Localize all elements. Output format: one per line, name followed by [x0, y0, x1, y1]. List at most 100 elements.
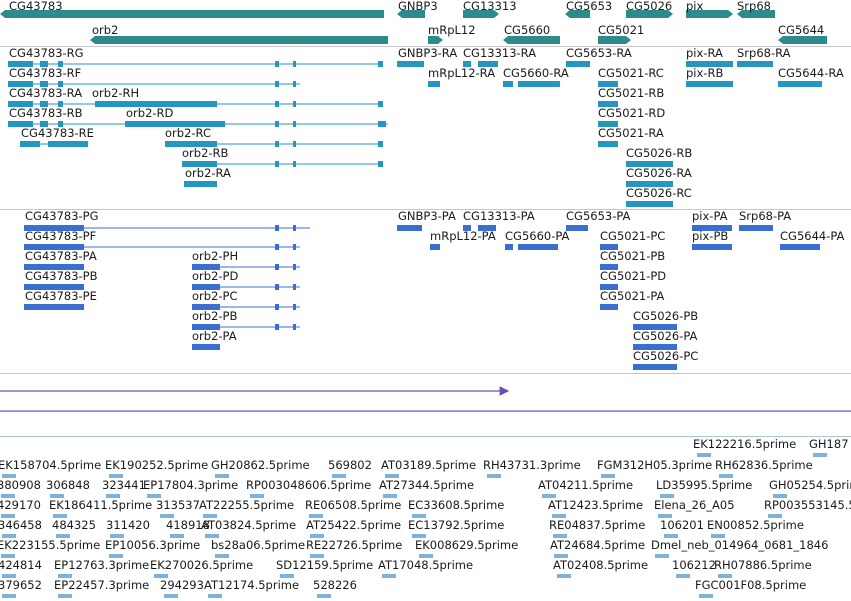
protein-CG5644-PA[interactable]: CG5644-PA [780, 229, 845, 250]
gene-CG43783[interactable]: CG43783 [0, 0, 384, 18]
est-feature[interactable]: EP12763.3prime [54, 558, 149, 578]
transcript-CG5021-RA[interactable]: CG5021-RA [598, 126, 664, 147]
est-feature[interactable]: AT24684.5prime [550, 538, 645, 558]
est-feature[interactable]: 313537 [156, 498, 200, 518]
gene-GNBP3[interactable]: GNBP3 [397, 0, 438, 18]
transcript-Srp68-RA[interactable]: Srp68-RA [737, 46, 791, 67]
est-feature[interactable]: bs28a06.5prime [211, 538, 305, 558]
est-feature[interactable]: EK270026.5prime [150, 558, 253, 578]
est-feature[interactable]: EK008629.5prime [415, 538, 518, 558]
protein-CG5026-PA[interactable]: CG5026-PA [633, 329, 698, 350]
est-feature[interactable]: RH43731.3prime [483, 458, 581, 478]
protein-orb2-PC[interactable]: orb2-PC [192, 289, 300, 310]
gene-CG5644[interactable]: CG5644 [778, 23, 827, 44]
est-feature[interactable]: 424814 [0, 558, 42, 578]
est-feature[interactable]: 528226 [313, 578, 357, 598]
transcript-CG43783-RB[interactable]: CG43783-RB [8, 106, 388, 127]
transcript-CG5026-RC[interactable]: CG5026-RC [626, 186, 692, 207]
protein-orb2-PD[interactable]: orb2-PD [192, 269, 300, 290]
protein-orb2-PH[interactable]: orb2-PH [192, 249, 300, 270]
protein-CG5021-PA[interactable]: CG5021-PA [600, 289, 665, 310]
est-feature[interactable]: EP10056.3prime [105, 538, 200, 558]
est-feature[interactable]: EC33608.5prime [408, 498, 504, 518]
transcript-CG5660-RA[interactable]: CG5660-RA [503, 66, 569, 87]
protein-Srp68-PA[interactable]: Srp68-PA [739, 209, 791, 231]
gene-CG13313[interactable]: CG13313 [463, 0, 517, 18]
gene-pix[interactable]: pix [686, 0, 733, 18]
protein-CG5026-PC[interactable]: CG5026-PC [633, 349, 698, 370]
est-feature[interactable]: LD35995.5prime [656, 478, 752, 498]
protein-CG43783-PA[interactable]: CG43783-PA [24, 249, 97, 270]
est-feature[interactable]: SD12159.5prime [276, 558, 373, 578]
est-feature[interactable]: EK186411.5prime [49, 498, 152, 518]
transcript-CG5653-RA[interactable]: CG5653-RA [566, 46, 632, 67]
protein-GNBP3-PA[interactable]: GNBP3-PA [397, 209, 456, 231]
est-feature[interactable]: EK122216.5prime [693, 437, 796, 457]
est-feature[interactable]: 346458 [0, 518, 42, 538]
transcript-CG43783-RG[interactable]: CG43783-RG [8, 46, 383, 67]
est-feature[interactable]: 380908 [0, 478, 41, 498]
est-feature[interactable]: 311420 [106, 518, 150, 538]
est-feature[interactable]: AT27344.5prime [379, 478, 474, 498]
protein-CG5021-PB[interactable]: CG5021-PB [600, 249, 665, 270]
gene-CG5660[interactable]: CG5660 [503, 23, 560, 44]
transcript-CG13313-RA[interactable]: CG13313-RA [463, 46, 536, 67]
protein-CG5660-PA[interactable]: CG5660-PA [505, 229, 570, 250]
gene-mRpL12[interactable]: mRpL12 [428, 23, 476, 44]
est-feature[interactable]: Dmel_neb_014964_0681_1846 [651, 538, 828, 558]
transcript-GNBP3-RA[interactable]: GNBP3-RA [397, 46, 457, 67]
est-feature[interactable]: 379652 [0, 578, 42, 598]
est-feature[interactable]: EK223155.5prime [0, 538, 100, 558]
protein-orb2-PA[interactable]: orb2-PA [192, 329, 237, 350]
protein-CG43783-PF[interactable]: CG43783-PF [24, 229, 300, 250]
est-feature[interactable]: AT03824.5prime [201, 518, 296, 538]
protein-CG43783-PG[interactable]: CG43783-PG [24, 209, 310, 231]
est-feature[interactable]: 294293 [160, 578, 204, 598]
est-feature[interactable]: AT22255.5prime [199, 498, 294, 518]
est-feature[interactable]: 323441 [102, 478, 146, 498]
protein-pix-PB[interactable]: pix-PB [692, 229, 732, 250]
est-feature[interactable]: RH07886.5prime [714, 558, 812, 578]
est-feature[interactable]: RE06508.5prime [305, 498, 401, 518]
protein-CG13313-PA[interactable]: CG13313-PA [463, 209, 535, 231]
est-feature[interactable]: GH187 [809, 437, 849, 457]
protein-CG5653-PA[interactable]: CG5653-PA [566, 209, 631, 231]
transcript-CG5026-RB[interactable]: CG5026-RB [626, 146, 692, 167]
transcript-orb2-RC[interactable]: orb2-RC [165, 126, 383, 147]
transcript-CG43783-RF[interactable]: CG43783-RF [8, 66, 300, 87]
est-feature[interactable]: 569802 [328, 458, 372, 478]
est-feature[interactable]: AT12174.5prime [204, 578, 299, 598]
protein-CG43783-PB[interactable]: CG43783-PB [24, 269, 98, 290]
transcript-mRpL12-RA[interactable]: mRpL12-RA [428, 66, 495, 87]
est-feature[interactable]: EK158704.5prime [0, 458, 101, 478]
protein-pix-PA[interactable]: pix-PA [692, 209, 732, 231]
transcript-orb2-RD[interactable]: orb2-RD [126, 106, 174, 120]
est-feature[interactable]: AT02408.5prime [553, 558, 648, 578]
est-feature[interactable]: AT12423.5prime [548, 498, 643, 518]
transcript-CG43783-RE[interactable]: CG43783-RE [20, 126, 94, 147]
est-feature[interactable]: 106201 [660, 518, 704, 538]
est-feature[interactable]: AT25422.5prime [306, 518, 401, 538]
transcript-orb2-RB[interactable]: orb2-RB [182, 146, 383, 167]
protein-CG43783-PE[interactable]: CG43783-PE [24, 289, 97, 310]
est-feature[interactable]: Elena_26_A05 [654, 498, 735, 518]
transcript-CG5644-RA[interactable]: CG5644-RA [778, 66, 844, 87]
est-feature[interactable]: RE04837.5prime [549, 518, 645, 538]
transcript-CG5021-RD[interactable]: CG5021-RD [598, 106, 665, 127]
est-feature[interactable]: EP22457.3prime [54, 578, 149, 598]
est-feature[interactable]: RP003048606.5prime [246, 478, 371, 498]
est-feature[interactable]: GH05254.5prime [769, 478, 851, 498]
est-feature[interactable]: AT17048.5prime [378, 558, 473, 578]
est-feature[interactable]: RE22726.5prime [306, 538, 402, 558]
est-feature[interactable]: AT03189.5prime [381, 458, 476, 478]
transcript-pix-RA[interactable]: pix-RA [686, 46, 733, 67]
transcript-orb2-RH[interactable]: orb2-RH [92, 86, 139, 100]
gene-CG5653[interactable]: CG5653 [565, 0, 612, 18]
est-feature[interactable]: 484325 [52, 518, 96, 538]
est-feature[interactable]: RP003553145.5prime [764, 498, 851, 518]
est-feature[interactable]: 306848 [46, 478, 90, 498]
transcript-CG5021-RB[interactable]: CG5021-RB [598, 86, 664, 107]
est-feature[interactable]: AT04211.5prime [538, 478, 633, 498]
gene-orb2[interactable]: orb2 [90, 23, 388, 44]
est-feature[interactable]: RH62836.5prime [715, 458, 813, 478]
